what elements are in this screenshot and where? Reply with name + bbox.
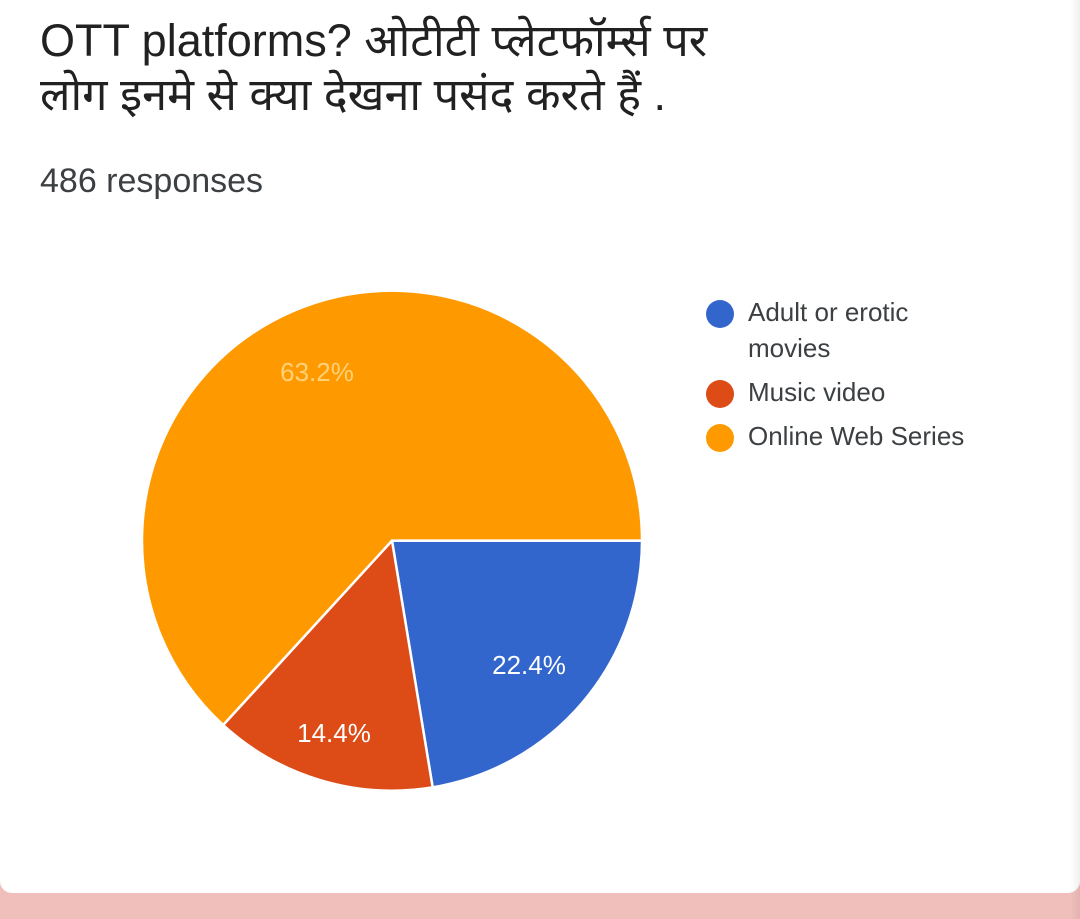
svg-text:22.4%: 22.4% <box>492 650 566 680</box>
svg-text:14.4%: 14.4% <box>297 718 371 748</box>
